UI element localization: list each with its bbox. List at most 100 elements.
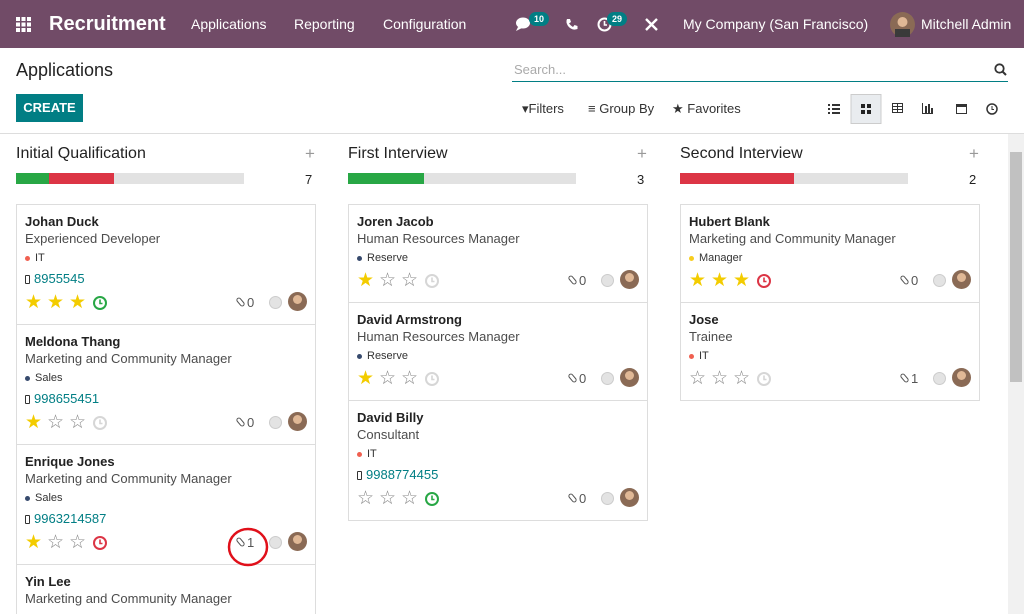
activity-icon[interactable]: [756, 371, 772, 387]
priority-star-empty[interactable]: ☆: [357, 487, 375, 509]
attachments[interactable]: 0: [567, 273, 586, 288]
group-by-button[interactable]: ≡ Group By: [588, 101, 654, 116]
priority-star-filled[interactable]: ★: [357, 269, 375, 291]
priority-star-filled[interactable]: ★: [25, 411, 43, 433]
applicant-card[interactable]: Yin Lee Marketing and Community Manager: [16, 564, 316, 614]
kanban-state[interactable]: [269, 416, 282, 429]
scrollbar-thumb[interactable]: [1010, 152, 1022, 382]
applicant-name: Yin Lee: [25, 574, 71, 589]
create-button[interactable]: CREATE: [16, 94, 83, 122]
priority-star-empty[interactable]: ☆: [47, 411, 65, 433]
applicant-card[interactable]: Joren Jacob Human Resources Manager Reserv…: [348, 204, 648, 303]
priority-star-empty[interactable]: ☆: [69, 411, 87, 433]
applicant-card[interactable]: Johan Duck Experienced Developer IT 8955545…: [16, 204, 316, 325]
filters-button[interactable]: ▾Filters: [522, 101, 564, 117]
priority-star-filled[interactable]: ★: [25, 531, 43, 553]
priority-star-empty[interactable]: ☆: [69, 531, 87, 553]
priority-star-empty[interactable]: ☆: [401, 367, 419, 389]
priority-star-empty[interactable]: ☆: [401, 269, 419, 291]
tag-label: IT: [367, 448, 377, 460]
applicant-card[interactable]: Hubert Blank Marketing and Community Mana…: [680, 204, 980, 303]
attachments[interactable]: 0: [235, 295, 254, 310]
progress-segment[interactable]: [16, 173, 49, 184]
activity-icon[interactable]: [424, 491, 440, 507]
kanban-state[interactable]: [933, 274, 946, 287]
quick-create[interactable]: +: [637, 144, 647, 163]
priority-star-empty[interactable]: ☆: [379, 367, 397, 389]
priority-star-filled[interactable]: ★: [69, 291, 87, 313]
activity-icon[interactable]: [92, 295, 108, 311]
applicant-card[interactable]: Jose Trainee IT ☆ ☆ ☆ 1: [680, 302, 980, 401]
kanban-state[interactable]: [933, 372, 946, 385]
phone-number[interactable]: 998655451: [34, 391, 100, 406]
apps-menu-icon[interactable]: [16, 17, 31, 32]
progress-segment[interactable]: [348, 173, 424, 184]
applicant-card[interactable]: David Armstrong Human Resources Manager Re…: [348, 302, 648, 401]
menu-item[interactable]: Reporting: [294, 16, 355, 32]
search-icon[interactable]: [994, 63, 1007, 76]
activity-icon[interactable]: [756, 273, 772, 289]
priority-star-empty[interactable]: ☆: [711, 367, 729, 389]
kanban-state[interactable]: [269, 536, 282, 549]
activity-icon[interactable]: [92, 535, 108, 551]
phone-number[interactable]: 9963214587: [34, 511, 107, 526]
graph-view[interactable]: [922, 103, 933, 114]
attachments[interactable]: 1: [235, 535, 254, 550]
priority-star-empty[interactable]: ☆: [379, 487, 397, 509]
quick-create[interactable]: +: [305, 144, 315, 163]
tools-icon[interactable]: [645, 18, 658, 31]
phone-icon[interactable]: [565, 18, 578, 31]
quick-create[interactable]: +: [969, 144, 979, 163]
priority-star-filled[interactable]: ★: [689, 269, 707, 291]
kanban-state[interactable]: [601, 274, 614, 287]
calendar-view[interactable]: [956, 104, 967, 114]
messages-icon[interactable]: [515, 17, 531, 31]
app-name[interactable]: Recruitment: [49, 13, 166, 35]
company-switcher[interactable]: My Company (San Francisco): [683, 16, 869, 32]
applicant-card[interactable]: Enrique Jones Marketing and Community Man…: [16, 444, 316, 565]
phone-number[interactable]: 9988774455: [366, 467, 439, 482]
card-list: Johan Duck Experienced Developer IT 8955545…: [16, 204, 316, 614]
list-view[interactable]: [828, 104, 840, 114]
phone-number[interactable]: 8955545: [34, 271, 85, 286]
priority-star-empty[interactable]: ☆: [379, 269, 397, 291]
navbar: Recruitment Applications Reporting Confi…: [0, 0, 1024, 48]
priority-star-empty[interactable]: ☆: [733, 367, 751, 389]
priority-star-filled[interactable]: ★: [47, 291, 65, 313]
progress-bar: [680, 173, 908, 184]
progress-segment[interactable]: [48, 173, 114, 184]
activity-icon[interactable]: [424, 273, 440, 289]
attachments[interactable]: 1: [899, 371, 918, 386]
search-box[interactable]: Search...: [512, 58, 1008, 82]
activity-view[interactable]: [986, 103, 998, 115]
priority-star-filled[interactable]: ★: [25, 291, 43, 313]
attachments[interactable]: 0: [899, 273, 919, 288]
menu-item[interactable]: Configuration: [383, 16, 467, 32]
priority-star-filled[interactable]: ★: [733, 269, 751, 291]
attachments[interactable]: 0: [567, 371, 586, 386]
priority-star-filled[interactable]: ★: [711, 269, 729, 291]
kanban-view-active[interactable]: [850, 94, 882, 124]
attachments[interactable]: 0: [567, 491, 586, 506]
priority-star-empty[interactable]: ☆: [689, 367, 707, 389]
menu-item[interactable]: Applications: [191, 16, 267, 32]
kanban-state[interactable]: [601, 372, 614, 385]
user-avatar[interactable]: [890, 12, 915, 37]
user-name[interactable]: Mitchell Admin: [921, 16, 1012, 32]
favorites-button[interactable]: ★ Favorites: [672, 101, 741, 117]
kanban-state[interactable]: [269, 296, 282, 309]
applicant-card[interactable]: David Billy Consultant IT 9988774455 ☆ ☆ ☆ 0: [348, 400, 648, 521]
kanban-state[interactable]: [601, 492, 614, 505]
tag-dot: [25, 255, 30, 261]
attachment-count: 0: [911, 273, 919, 288]
activity-icon[interactable]: [92, 415, 108, 431]
grid-view[interactable]: [892, 103, 903, 113]
activity-icon[interactable]: [424, 371, 440, 387]
scrollbar[interactable]: [1008, 134, 1024, 614]
priority-star-empty[interactable]: ☆: [401, 487, 419, 509]
applicant-card[interactable]: Meldona Thang Marketing and Community Man…: [16, 324, 316, 445]
priority-star-empty[interactable]: ☆: [47, 531, 65, 553]
attachments[interactable]: 0: [235, 415, 254, 430]
progress-segment[interactable]: [680, 173, 794, 184]
priority-star-filled[interactable]: ★: [357, 367, 375, 389]
